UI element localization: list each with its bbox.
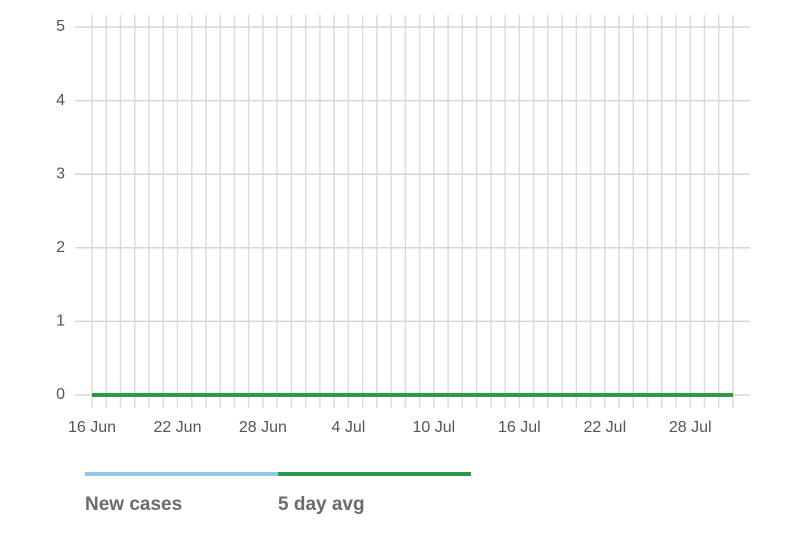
y-tick-label: 3 — [56, 165, 65, 182]
x-tick-label: 22 Jun — [153, 419, 201, 436]
y-tick-label: 5 — [56, 18, 65, 35]
legend-label: New cases — [85, 494, 182, 515]
x-tick-label: 28 Jul — [669, 419, 712, 436]
legend-label: 5 day avg — [278, 494, 365, 515]
y-tick-label: 2 — [56, 239, 65, 256]
x-tick-label: 16 Jun — [68, 419, 116, 436]
y-tick-label: 0 — [56, 386, 65, 403]
y-tick-label: 4 — [56, 92, 65, 109]
y-tick-label: 1 — [56, 313, 65, 330]
x-tick-label: 28 Jun — [239, 419, 287, 436]
x-tick-label: 22 Jul — [583, 419, 626, 436]
x-tick-label: 16 Jul — [498, 419, 541, 436]
x-tick-label: 4 Jul — [332, 419, 366, 436]
x-tick-label: 10 Jul — [413, 419, 456, 436]
